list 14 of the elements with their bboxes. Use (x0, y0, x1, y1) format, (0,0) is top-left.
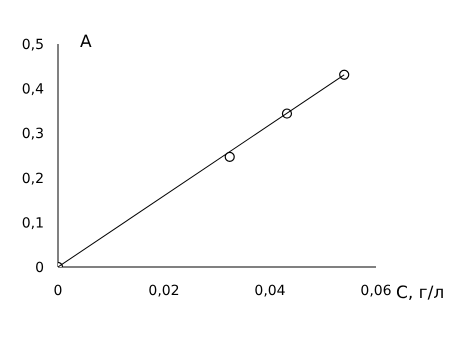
y-tick-label: 0,3 (22, 126, 44, 142)
point (339, 70, 350, 80)
x-tick-label: 0,06 (360, 282, 392, 299)
y-axis-title: А (80, 32, 92, 52)
point (224, 152, 235, 162)
x-axis-title: С, г/л (396, 283, 444, 303)
y-tick-label: 0,1 (22, 215, 44, 232)
y-tick-label: 0 (35, 260, 44, 276)
x-tick-label: 0 (54, 282, 62, 299)
x-tick-label: 0,02 (148, 282, 180, 299)
x-tick-label: 0,04 (254, 282, 286, 299)
y-tick-label: 0,5 (22, 36, 44, 53)
y-tick-label: 0,2 (22, 170, 44, 187)
y-tick-label: 0,4 (22, 82, 44, 98)
